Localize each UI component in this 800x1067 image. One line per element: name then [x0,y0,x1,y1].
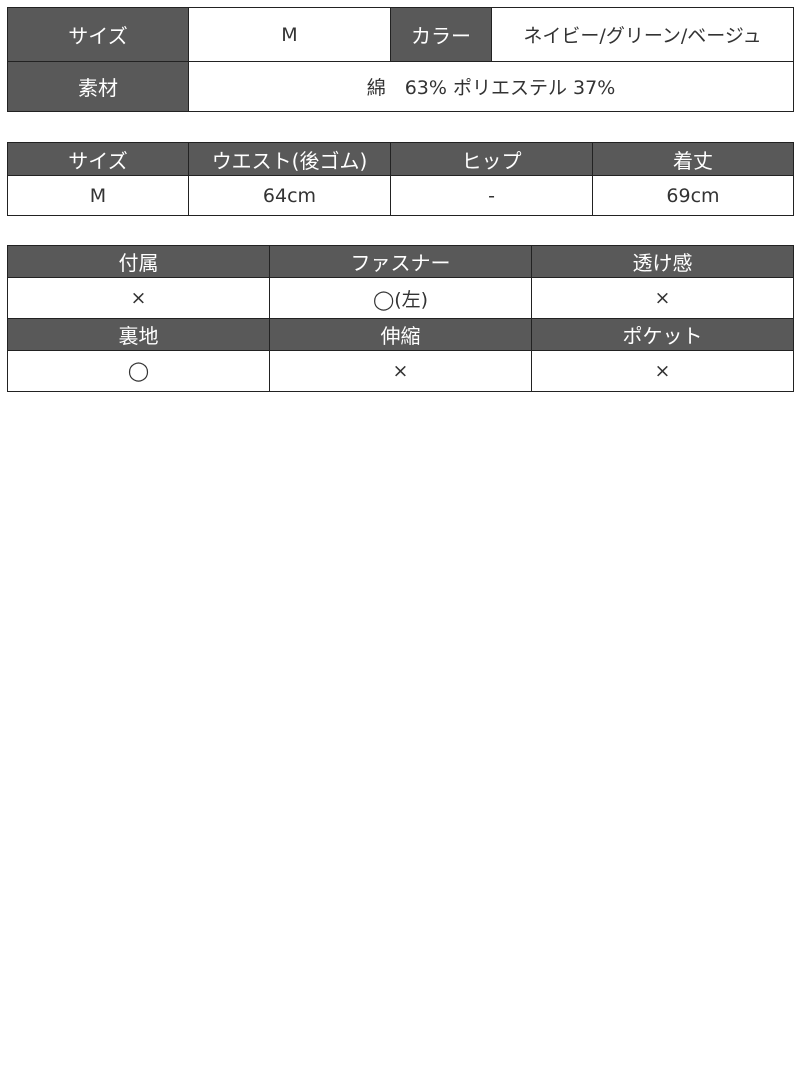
header-zipper: ファスナー [269,245,532,278]
value-sheerness: × [531,277,794,319]
value-size: M [7,175,189,216]
basic-info-table: サイズ M カラー ネイビー/グリーン/ベージュ 素材 綿 63% ポリエステル… [7,7,794,112]
header-accessories: 付属 [7,245,270,278]
value-accessories: × [7,277,270,319]
color-value: ネイビー/グリーン/ベージュ [491,7,794,62]
value-stretch: × [269,350,532,392]
value-zipper: ◯(左) [269,277,532,319]
header-size: サイズ [7,142,189,176]
value-pocket: × [531,350,794,392]
header-waist: ウエスト(後ゴム) [188,142,391,176]
material-value: 綿 63% ポリエステル 37% [188,61,794,112]
size-value: M [188,7,391,62]
size-label: サイズ [7,7,189,62]
measurements-table: サイズ ウエスト(後ゴム) ヒップ 着丈 M 64cm - 69cm [7,142,794,216]
header-pocket: ポケット [531,318,794,351]
color-label: カラー [390,7,492,62]
header-length: 着丈 [592,142,794,176]
value-lining: ◯ [7,350,270,392]
value-hip: - [390,175,593,216]
header-lining: 裏地 [7,318,270,351]
header-sheerness: 透け感 [531,245,794,278]
details-table: 付属 ファスナー 透け感 × ◯(左) × 裏地 伸縮 ポケット ◯ × × [7,245,794,392]
material-label: 素材 [7,61,189,112]
value-length: 69cm [592,175,794,216]
value-waist: 64cm [188,175,391,216]
header-stretch: 伸縮 [269,318,532,351]
header-hip: ヒップ [390,142,593,176]
